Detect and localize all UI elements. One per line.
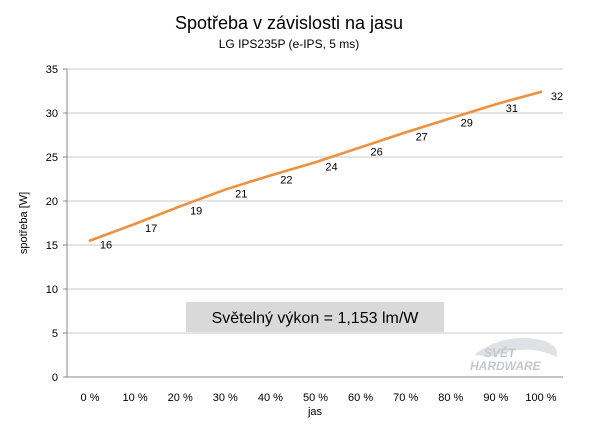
chart-subtitle: LG IPS235P (e-IPS, 5 ms) xyxy=(219,37,360,51)
x-tick-label: 100 % xyxy=(525,392,556,404)
data-label: 27 xyxy=(416,131,428,143)
watermark-line2: HARDWARE xyxy=(470,359,542,373)
x-tick-label: 90 % xyxy=(483,392,508,404)
data-point xyxy=(494,103,498,106)
data-label: 26 xyxy=(370,146,382,158)
data-label: 32 xyxy=(551,91,563,103)
data-point xyxy=(133,222,137,226)
annotation-box xyxy=(186,302,444,332)
series-layer xyxy=(88,90,543,242)
x-tick-label: 20 % xyxy=(168,392,193,404)
y-tick-label: 30 xyxy=(46,108,58,120)
data-point xyxy=(269,174,272,177)
data-label: 21 xyxy=(235,189,247,201)
data-point xyxy=(88,239,92,242)
x-tick-label: 0 % xyxy=(81,392,100,404)
x-tick-label: 10 % xyxy=(123,392,148,404)
y-tick-label: 5 xyxy=(52,328,58,340)
y-tick-label: 10 xyxy=(46,284,58,296)
x-tick-label: 50 % xyxy=(303,392,328,404)
data-point xyxy=(224,188,227,191)
series-line xyxy=(88,90,543,242)
watermark-swoosh xyxy=(474,338,557,357)
x-tick-label: 40 % xyxy=(258,392,283,404)
watermark-line1: SVĚT xyxy=(484,345,517,360)
data-label: 16 xyxy=(100,240,112,252)
x-tick-label: 80 % xyxy=(438,392,463,404)
data-label: 17 xyxy=(145,223,157,235)
data-point xyxy=(449,117,452,120)
data-label: 22 xyxy=(280,174,292,186)
data-point xyxy=(539,90,543,94)
point-labels: 16 17 19 21 22 24 26 27 29 31 32 xyxy=(100,91,563,252)
data-point xyxy=(404,131,407,134)
gridlines xyxy=(67,68,563,334)
data-point xyxy=(359,146,362,149)
x-tick-label: 70 % xyxy=(393,392,418,404)
x-tick-label: 60 % xyxy=(348,392,373,404)
y-tick-label: 0 xyxy=(52,372,58,384)
watermark-logo: SVĚT HARDWARE xyxy=(470,338,557,373)
data-label: 24 xyxy=(325,161,337,173)
x-tick-label: 30 % xyxy=(213,392,238,404)
data-label: 29 xyxy=(461,117,473,129)
y-tick-label: 25 xyxy=(46,152,58,164)
chart-title: Spotřeba v závislosti na jasu xyxy=(175,13,403,33)
data-label: 31 xyxy=(506,103,518,115)
data-label: 19 xyxy=(190,205,202,217)
data-point xyxy=(314,161,317,164)
y-tick-label: 20 xyxy=(46,196,58,208)
y-tick-labels: 0 5 10 15 20 25 30 35 xyxy=(46,64,67,384)
y-axis-label: spotřeba [W] xyxy=(18,192,30,254)
y-tick-label: 35 xyxy=(46,64,58,76)
data-point xyxy=(179,205,182,208)
x-axis-label: jas xyxy=(307,406,323,418)
annotation-text: Světelný výkon = 1,153 lm/W xyxy=(212,310,420,327)
y-tick-label: 15 xyxy=(46,240,58,252)
x-tick-labels: 0 % 10 % 20 % 30 % 40 % 50 % 60 % 70 % 80 % 90 % 1… xyxy=(81,392,557,404)
